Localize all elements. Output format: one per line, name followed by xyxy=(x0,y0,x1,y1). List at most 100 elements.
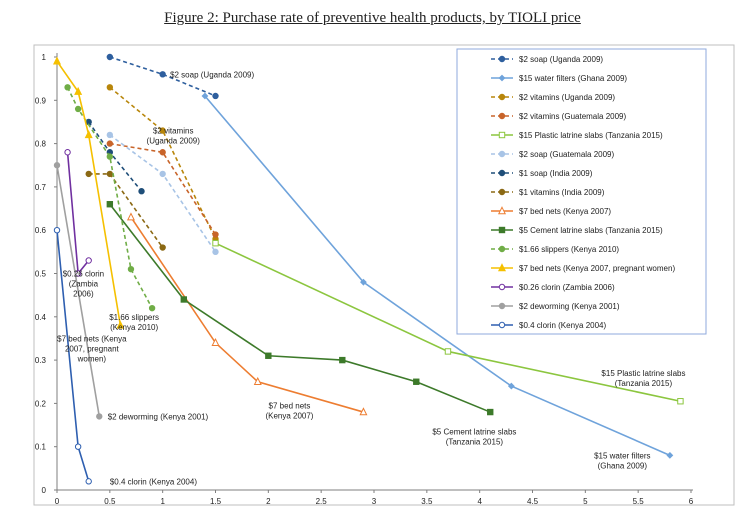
x-tick-label: 1 xyxy=(160,497,165,506)
annotation-line: (Tanzania 2015) xyxy=(615,379,673,388)
x-tick-label: 4.5 xyxy=(527,497,539,506)
annotation-line: 2006) xyxy=(73,290,94,299)
data-point xyxy=(64,84,71,91)
data-point xyxy=(159,244,166,251)
data-point xyxy=(212,231,219,238)
legend-label: $7 bed nets (Kenya 2007, pregnant women) xyxy=(519,264,675,273)
y-tick-label: 0.8 xyxy=(35,140,47,149)
annotation-label: $2 deworming (Kenya 2001) xyxy=(108,412,209,421)
data-point xyxy=(106,153,114,160)
legend-swatch-marker xyxy=(498,321,506,329)
data-point xyxy=(677,398,684,405)
x-tick-label: 0 xyxy=(55,497,60,506)
data-point xyxy=(53,162,61,169)
legend-item: $2 soap (Uganda 2009) xyxy=(491,55,603,64)
legend-swatch-marker xyxy=(498,188,506,196)
series-line xyxy=(56,165,101,417)
legend-swatch-marker xyxy=(498,169,506,177)
legend-item: $7 bed nets (Kenya 2007, pregnant women) xyxy=(491,263,675,273)
series-11 xyxy=(52,56,125,329)
data-point xyxy=(666,451,674,459)
data-point xyxy=(444,348,452,355)
annotation-line: (Kenya 2010) xyxy=(110,323,158,332)
data-point xyxy=(201,92,209,100)
legend-label: $1 soap (India 2009) xyxy=(519,169,593,178)
x-tick-label: 3.5 xyxy=(421,497,433,506)
data-point xyxy=(106,84,114,91)
legend-swatch-marker xyxy=(498,150,506,158)
annotation-label: $5 Cement latrine slabs (Tanzania 2015) xyxy=(432,428,516,447)
data-point xyxy=(52,56,62,65)
y-tick-label: 0.5 xyxy=(35,270,47,279)
series-2 xyxy=(106,84,219,243)
legend-item: $1.66 slippers (Kenya 2010) xyxy=(491,245,619,254)
legend-label: $15 Plastic latrine slabs (Tanzania 2015… xyxy=(519,131,663,140)
annotation-line: $1.66 slippers xyxy=(109,313,159,322)
annotation-label: $7 bed nets (Kenya 2007, pregnant women) xyxy=(57,334,127,363)
data-point xyxy=(106,170,114,178)
legend-label: $2 deworming (Kenya 2001) xyxy=(519,302,620,311)
y-tick-label: 0.9 xyxy=(35,96,47,105)
legend-swatch-marker xyxy=(498,55,506,63)
legend-label: $5 Cement latrine slabs (Tanzania 2015) xyxy=(519,226,663,235)
legend-item: $1 vitamins (India 2009) xyxy=(491,188,605,197)
data-point xyxy=(126,212,135,221)
annotation-line: (Uganda 2009) xyxy=(147,137,201,146)
data-point xyxy=(127,265,135,273)
series-10 xyxy=(64,84,156,312)
annotation-label: $2 vitamins (Uganda 2009) xyxy=(147,127,201,146)
series-13 xyxy=(53,162,103,420)
data-point xyxy=(180,296,188,303)
data-point xyxy=(96,413,103,420)
data-point xyxy=(212,239,219,247)
legend-label: $0.26 clorin (Zambia 2006) xyxy=(519,283,615,292)
series-line xyxy=(109,203,491,413)
series-line xyxy=(204,95,671,457)
y-tick-label: 0.2 xyxy=(35,399,47,408)
annotation-line: (Tanzania 2015) xyxy=(446,438,504,447)
y-tick-label: 1 xyxy=(42,53,47,62)
series-line xyxy=(66,86,153,309)
series-line xyxy=(56,60,122,326)
y-tick-label: 0.3 xyxy=(35,356,47,365)
annotation-label: $15 Plastic latrine slabs (Tanzania 2015) xyxy=(601,369,685,388)
series-8 xyxy=(126,212,368,416)
data-point xyxy=(159,127,166,134)
series-14 xyxy=(53,227,92,485)
legend-label: $2 soap (Guatemala 2009) xyxy=(519,150,615,159)
annotation-line: $2 deworming (Kenya 2001) xyxy=(108,412,209,421)
legend-label: $0.4 clorin (Kenya 2004) xyxy=(519,321,607,330)
annotation-line: 2007, pregnant xyxy=(65,344,120,353)
legend-swatch-marker xyxy=(498,283,506,291)
legend-layer: $2 soap (Uganda 2009) $15 water filters (… xyxy=(456,48,707,335)
legend-label: $2 soap (Uganda 2009) xyxy=(519,55,603,64)
annotation-line: (Kenya 2007) xyxy=(265,412,313,421)
series-3 xyxy=(106,140,219,238)
data-point xyxy=(265,352,272,359)
legend-swatch-marker xyxy=(497,263,507,272)
data-point xyxy=(85,170,92,178)
data-point xyxy=(359,407,368,416)
x-tick-label: 6 xyxy=(689,497,694,506)
y-tick-label: 0.7 xyxy=(35,183,47,192)
data-point xyxy=(148,304,156,312)
x-tick-label: 3 xyxy=(372,497,377,506)
annotation-label: $15 water filters (Ghana 2009) xyxy=(594,451,650,470)
x-tick-label: 5.5 xyxy=(633,497,645,506)
legend-swatch-marker xyxy=(498,245,506,253)
legend-label: $15 water filters (Ghana 2009) xyxy=(519,74,627,83)
annotation-line: $15 Plastic latrine slabs xyxy=(601,369,685,378)
data-point xyxy=(116,320,125,329)
annotation-line: $2 vitamins xyxy=(153,127,193,136)
data-point xyxy=(106,140,114,147)
legend-item: $2 deworming (Kenya 2001) xyxy=(491,302,620,311)
legend-swatch-marker xyxy=(498,74,506,82)
annotation-line: $5 Cement latrine slabs xyxy=(432,428,516,437)
legend-item: $0.4 clorin (Kenya 2004) xyxy=(491,321,607,330)
axes-layer: 0 0.1 0.2 0.3 0.4 0.5 0.6 0.7 0.8 0.9 1 0 0.5 1 1.5 2 2.… xyxy=(35,53,694,506)
legend-item: $7 bed nets (Kenya 2007) xyxy=(491,206,611,216)
data-point xyxy=(74,105,82,113)
annotation-line: women) xyxy=(77,354,107,363)
data-point xyxy=(159,170,166,178)
